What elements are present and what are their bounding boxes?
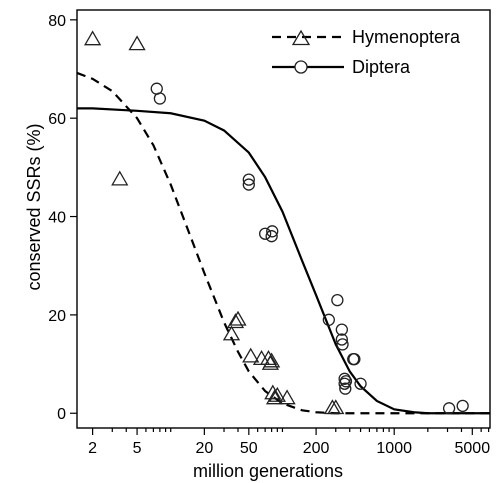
diptera-point	[322, 313, 335, 326]
hymenoptera-point	[242, 347, 260, 363]
hymenoptera-point	[265, 389, 284, 405]
plot-border	[76, 9, 491, 429]
diptera-point	[442, 402, 456, 415]
legend-triangle-marker	[291, 29, 311, 46]
x-tick-label: 200	[303, 440, 330, 457]
hymenoptera-point	[263, 352, 281, 368]
diptera-point	[354, 377, 367, 390]
x-tick-label: 50	[240, 440, 258, 457]
diptera-point	[339, 375, 353, 388]
legend-item-hymenoptera: Hymenoptera	[272, 27, 461, 47]
x-tick-label: 5	[133, 440, 142, 457]
legend-item-diptera: Diptera	[272, 57, 411, 77]
diptera-point	[338, 377, 351, 390]
x-tick-label: 1000	[376, 440, 412, 457]
hymenoptera-point	[229, 310, 247, 326]
hymenoptera-point	[222, 325, 241, 341]
hymenoptera-point	[327, 399, 345, 415]
diptera-point	[339, 382, 352, 395]
diptera-point	[335, 323, 348, 336]
diptera-point	[331, 293, 344, 307]
x-tick-label: 2	[88, 440, 97, 457]
x-axis-ticks: 2 5 20 50 200 1000 5000	[88, 428, 490, 457]
hymenoptera-point	[264, 384, 282, 400]
data-markers	[83, 30, 469, 415]
legend-label-hymenoptera: Hymenoptera	[352, 27, 461, 47]
diptera-point	[242, 173, 255, 186]
diptera-point	[242, 178, 255, 191]
diptera-point	[348, 353, 361, 366]
legend-label-diptera: Diptera	[352, 57, 411, 77]
diptera-point	[335, 333, 348, 346]
y-tick-label: 80	[48, 13, 66, 30]
diptera-point	[265, 230, 278, 243]
hymenoptera-point	[111, 170, 129, 186]
hymenoptera-point	[259, 350, 278, 366]
plot-frame	[76, 9, 491, 429]
diptera-point	[153, 92, 167, 105]
hymenoptera-fit-curve	[76, 71, 490, 415]
x-tick-label: 5000	[455, 440, 491, 457]
diptera-point	[336, 338, 349, 351]
diptera-point	[338, 372, 351, 385]
diptera-fit-curve	[77, 107, 490, 415]
hymenoptera-point	[278, 389, 296, 405]
diptera-point	[258, 227, 272, 240]
x-tick-label: 20	[195, 440, 213, 457]
hymenoptera-point	[128, 35, 146, 51]
diptera-point	[266, 225, 279, 238]
legend-circle-marker	[294, 60, 308, 74]
diptera-point	[456, 399, 469, 413]
fit-curves	[76, 71, 490, 415]
hymenoptera-point	[268, 386, 286, 402]
y-tick-label: 40	[48, 210, 66, 227]
y-tick-label: 20	[48, 308, 66, 325]
y-tick-label: 60	[48, 111, 66, 128]
x-axis-title: million generations	[193, 461, 343, 481]
y-axis-title: conserved SSRs (%)	[24, 123, 44, 290]
hymenoptera-point	[83, 30, 102, 46]
legend: Hymenoptera Diptera	[272, 27, 461, 77]
y-tick-label: 0	[57, 406, 66, 423]
hymenoptera-point	[226, 313, 245, 329]
y-axis-ticks: 0 20 40 60 80	[48, 13, 77, 423]
